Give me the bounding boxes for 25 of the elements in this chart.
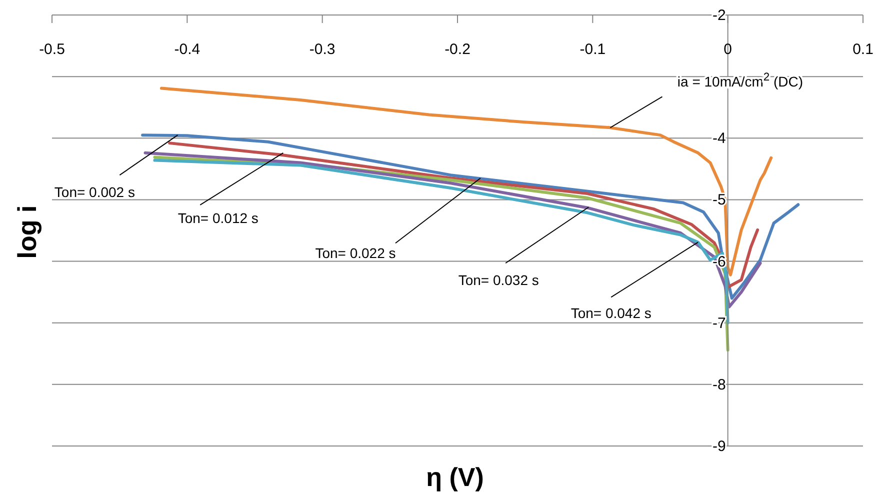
x-tick-label: -0.4 — [174, 41, 200, 58]
line-series — [141, 134, 800, 300]
annotation: Ton= 0.002 s — [54, 184, 135, 200]
y-tick-label: -4 — [712, 130, 726, 148]
annotation: ia = 10mA/cm$^{2}$ (DC) — [677, 72, 804, 90]
x-tick-label: 0 — [724, 41, 732, 58]
annotation: Ton= 0.022 s — [315, 245, 396, 262]
y-tick-label: -6 — [712, 253, 726, 270]
line-series — [144, 151, 762, 308]
x-tick-label: -0.3 — [309, 41, 336, 58]
line-series — [160, 86, 773, 276]
x-axis-title: η (V) — [426, 462, 484, 492]
x-tick-label: -0.2 — [444, 41, 470, 58]
annotation: Ton= 0.032 s — [458, 272, 539, 288]
y-tick-label: -9 — [712, 438, 726, 455]
line-series — [168, 142, 760, 289]
y-tick-label: -2 — [712, 7, 726, 24]
x-tick-label: -0.5 — [39, 41, 65, 58]
annotation: Ton= 0.012 s — [178, 210, 258, 226]
y-axis-title: log i — [12, 205, 42, 259]
y-tick-label: -8 — [712, 376, 726, 394]
x-tick-label: -0.1 — [580, 41, 606, 58]
y-tick-label: -7 — [712, 314, 726, 332]
x-tick-label: 0.1 — [852, 41, 874, 58]
annotation: Ton= 0.042 s — [570, 305, 652, 322]
